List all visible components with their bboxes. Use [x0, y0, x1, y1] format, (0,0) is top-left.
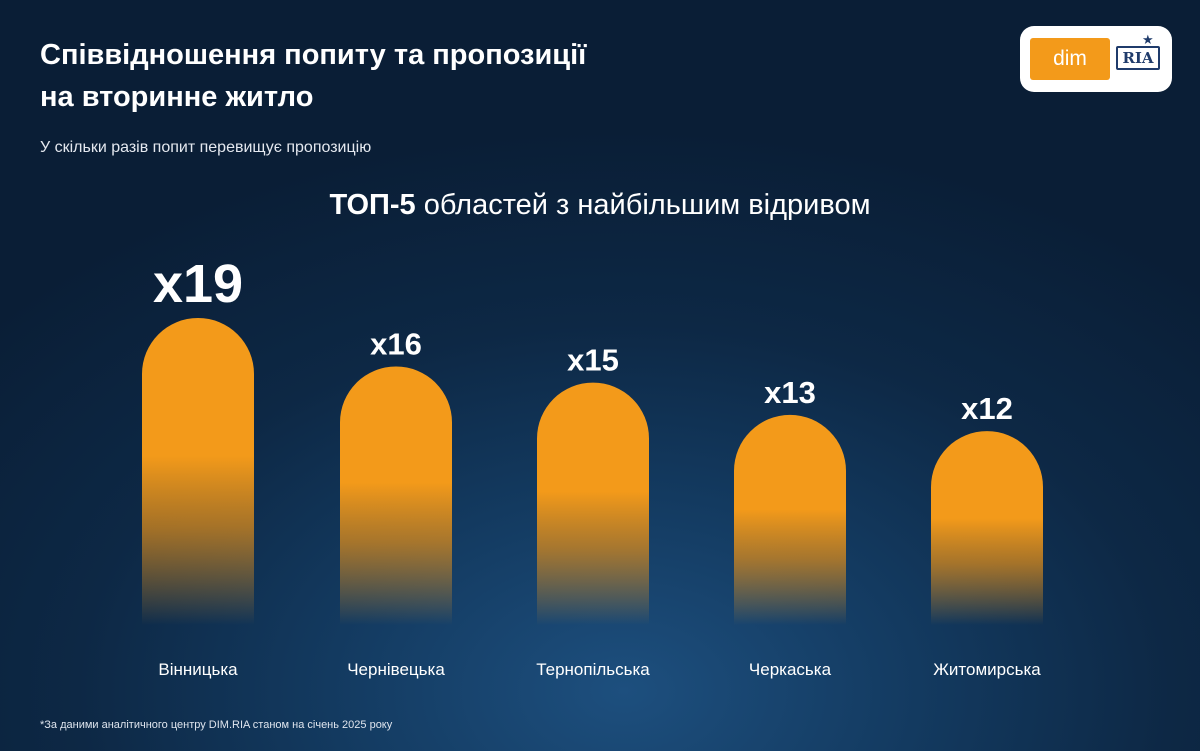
value-label-5: x12: [961, 391, 1013, 426]
bar-1: [142, 317, 254, 625]
category-label-5: Житомирська: [933, 660, 1041, 679]
subtitle: У скільки разів попит перевищує пропозиц…: [40, 139, 372, 156]
chart-heading: ТОП-5 областей з найбільшим відривом: [0, 189, 1200, 222]
bar-3: [537, 382, 649, 625]
bar-5: [931, 431, 1043, 625]
category-label-4: Черкаська: [749, 660, 832, 679]
value-label-2: x16: [370, 326, 422, 361]
page-title: Співвідношення попиту та пропозиції на в…: [40, 34, 586, 118]
logo-ria-text: RIA: [1122, 49, 1154, 67]
chart-heading-rest: областей з найбільшим відривом: [415, 189, 871, 221]
value-label-4: x13: [764, 375, 816, 410]
chart-heading-bold: ТОП-5: [329, 189, 416, 221]
star-icon: ★: [1142, 32, 1154, 47]
logo-ria-box: RIA: [1116, 46, 1160, 70]
bar-2: [340, 366, 453, 625]
category-label-3: Тернопільська: [536, 660, 650, 679]
footnote: *За даними аналітичного центру DIM.RIA с…: [40, 719, 393, 731]
value-label-3: x15: [567, 343, 619, 378]
category-label-1: Вінницька: [158, 660, 238, 679]
bar-4: [734, 414, 846, 625]
value-label-1: x19: [153, 254, 243, 314]
title-line-1: Співвідношення попиту та пропозиції: [40, 39, 587, 71]
logo-dim-badge: dim: [1030, 38, 1110, 80]
category-label-2: Чернівецька: [347, 660, 445, 679]
title-line-2: на вторинне житло: [40, 81, 314, 113]
dim-ria-logo: dim RIA ★: [1020, 26, 1172, 92]
